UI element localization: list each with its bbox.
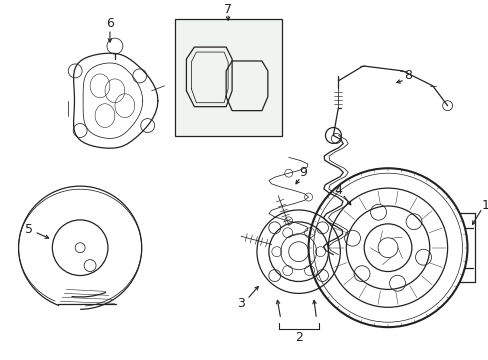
Text: 4: 4 <box>334 184 342 197</box>
Text: 3: 3 <box>237 297 244 310</box>
Text: 1: 1 <box>481 199 488 212</box>
Text: 8: 8 <box>403 69 411 82</box>
Text: 2: 2 <box>294 330 302 343</box>
Text: 9: 9 <box>299 166 307 179</box>
Text: 7: 7 <box>224 3 232 16</box>
Text: 5: 5 <box>24 223 32 236</box>
Text: 6: 6 <box>106 17 114 30</box>
Bar <box>174 19 281 136</box>
